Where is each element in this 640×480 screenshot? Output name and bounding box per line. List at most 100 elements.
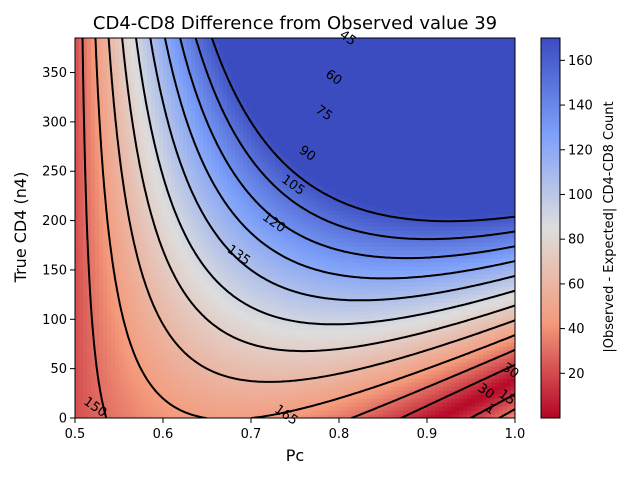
heatmap-cell — [247, 66, 252, 71]
heatmap-cell — [139, 250, 144, 255]
heatmap-cell — [107, 386, 112, 391]
heatmap-cell — [255, 270, 260, 275]
heatmap-cell — [263, 366, 268, 371]
heatmap-cell — [215, 66, 220, 71]
heatmap-cell — [167, 242, 172, 247]
heatmap-cell — [91, 42, 96, 47]
heatmap-cell — [175, 210, 180, 215]
heatmap-cell — [159, 370, 164, 375]
heatmap-cell — [187, 138, 192, 143]
heatmap-cell — [171, 198, 176, 203]
heatmap-cell — [251, 190, 256, 195]
heatmap-cell — [227, 342, 232, 347]
heatmap-cell — [203, 158, 208, 163]
heatmap-cell — [239, 230, 244, 235]
heatmap-cell — [115, 62, 120, 67]
heatmap-cell — [115, 242, 120, 247]
heatmap-cell — [211, 106, 216, 111]
heatmap-cell — [135, 290, 140, 295]
heatmap-cell — [91, 118, 96, 123]
heatmap-cell — [215, 226, 220, 231]
heatmap-cell — [179, 370, 184, 375]
heatmap-cell — [283, 322, 288, 327]
heatmap-cell — [251, 414, 256, 418]
heatmap-cell — [143, 322, 148, 327]
heatmap-cell — [151, 374, 156, 379]
heatmap-cell — [147, 398, 152, 403]
heatmap-cell — [267, 286, 272, 291]
heatmap-cell — [183, 238, 188, 243]
heatmap-cell — [239, 150, 244, 155]
heatmap-cell — [235, 414, 240, 418]
heatmap-cell — [127, 246, 132, 251]
heatmap-cell — [155, 218, 160, 223]
heatmap-cell — [199, 386, 204, 391]
heatmap-cell — [163, 362, 168, 367]
heatmap-cell — [119, 330, 124, 335]
heatmap-cell — [247, 286, 252, 291]
heatmap-cell — [139, 342, 144, 347]
heatmap-cell — [203, 186, 208, 191]
heatmap-cell — [95, 350, 100, 355]
heatmap-cell — [167, 186, 172, 191]
heatmap-cell — [107, 178, 112, 183]
heatmap-cell — [279, 186, 284, 191]
heatmap-cell — [91, 390, 96, 395]
heatmap-cell — [191, 278, 196, 283]
heatmap-cell — [211, 190, 216, 195]
heatmap-cell — [271, 46, 276, 51]
heatmap-cell — [207, 374, 212, 379]
heatmap-cell — [107, 362, 112, 367]
heatmap-cell — [159, 174, 164, 179]
heatmap-cell — [183, 90, 188, 95]
heatmap-cell — [187, 262, 192, 267]
heatmap-cell — [111, 130, 116, 135]
heatmap-cell — [251, 398, 256, 403]
heatmap-cell — [227, 194, 232, 199]
heatmap-cell — [75, 242, 80, 247]
heatmap-cell — [155, 322, 160, 327]
heatmap-cell — [135, 70, 140, 75]
heatmap-cell — [199, 62, 204, 67]
heatmap-cell — [75, 210, 80, 215]
heatmap-cell — [159, 310, 164, 315]
heatmap-cell — [75, 38, 80, 43]
heatmap-cell — [207, 166, 212, 171]
heatmap-cell — [99, 294, 104, 299]
heatmap-cell — [223, 226, 228, 231]
heatmap-cell — [79, 190, 84, 195]
heatmap-cell — [223, 334, 228, 339]
heatmap-cell — [103, 366, 108, 371]
heatmap-cell — [183, 366, 188, 371]
heatmap-cell — [191, 370, 196, 375]
heatmap-cell — [215, 58, 220, 63]
heatmap-cell — [267, 118, 272, 123]
heatmap-cell — [259, 230, 264, 235]
heatmap-cell — [271, 270, 276, 275]
heatmap-cell — [103, 254, 108, 259]
heatmap-cell — [231, 374, 236, 379]
heatmap-cell — [239, 238, 244, 243]
chart-title: CD4-CD8 Difference from Observed value 3… — [93, 13, 497, 34]
heatmap-cell — [195, 346, 200, 351]
heatmap-cell — [279, 398, 284, 403]
heatmap-cell — [183, 266, 188, 271]
heatmap-cell — [167, 74, 172, 79]
heatmap-cell — [231, 110, 236, 115]
heatmap-cell — [155, 146, 160, 151]
heatmap-cell — [267, 66, 272, 71]
heatmap-cell — [195, 130, 200, 135]
heatmap-cell — [203, 98, 208, 103]
heatmap-cell — [215, 270, 220, 275]
heatmap-cell — [191, 66, 196, 71]
heatmap-cell — [235, 310, 240, 315]
heatmap-cell — [151, 378, 156, 383]
heatmap-cell — [207, 306, 212, 311]
heatmap-cell — [111, 378, 116, 383]
heatmap-cell — [159, 194, 164, 199]
heatmap-cell — [99, 126, 104, 131]
heatmap-cell — [207, 346, 212, 351]
heatmap-cell — [199, 346, 204, 351]
heatmap-cell — [199, 318, 204, 323]
heatmap-cell — [135, 246, 140, 251]
